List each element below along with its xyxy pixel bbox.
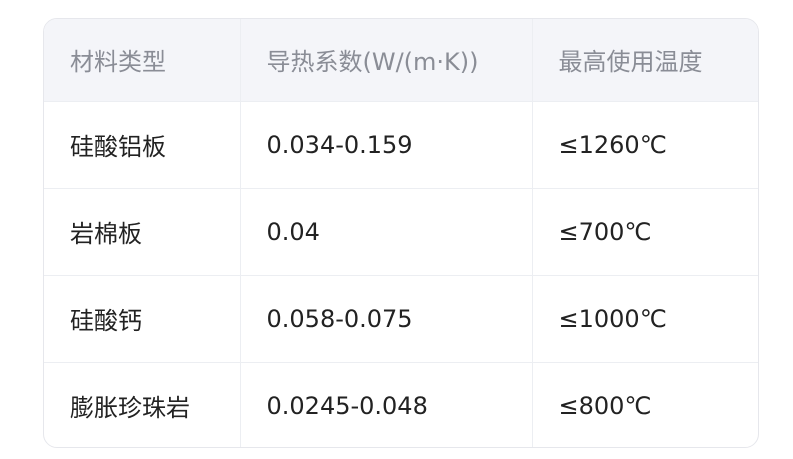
cell-material: 膨胀珍珠岩: [44, 361, 241, 447]
cell-conductivity: 0.034-0.159: [240, 100, 533, 188]
header-row: 材料类型 导热系数(W/(m·K)) 最高使用温度: [44, 19, 758, 101]
cell-max-temp: ≤1000℃: [532, 274, 758, 362]
cell-max-temp: ≤700℃: [532, 187, 758, 275]
cell-material: 硅酸钙: [44, 274, 241, 362]
table-row: 硅酸铝板 0.034-0.159 ≤1260℃: [44, 100, 758, 188]
header-material: 材料类型: [44, 19, 241, 101]
table-row: 岩棉板 0.04 ≤700℃: [44, 187, 758, 275]
materials-table: 材料类型 导热系数(W/(m·K)) 最高使用温度 硅酸铝板 0.034-0.15…: [43, 18, 759, 448]
table-row: 硅酸钙 0.058-0.075 ≤1000℃: [44, 274, 758, 362]
header-max-temp: 最高使用温度: [558, 48, 703, 77]
cell-conductivity: 0.0245-0.048: [240, 361, 533, 447]
cell-max-temp: ≤800℃: [532, 361, 758, 447]
header-conductivity: 导热系数(W/(m·K)): [240, 19, 533, 101]
cell-material: 岩棉板: [44, 187, 241, 275]
cell-max-temp: ≤1260℃: [532, 100, 758, 188]
table-row: 膨胀珍珠岩 0.0245-0.048 ≤800℃: [44, 361, 758, 447]
cell-conductivity: 0.04: [240, 187, 533, 275]
cell-conductivity: 0.058-0.075: [240, 274, 533, 362]
cell-material: 硅酸铝板: [44, 100, 241, 188]
